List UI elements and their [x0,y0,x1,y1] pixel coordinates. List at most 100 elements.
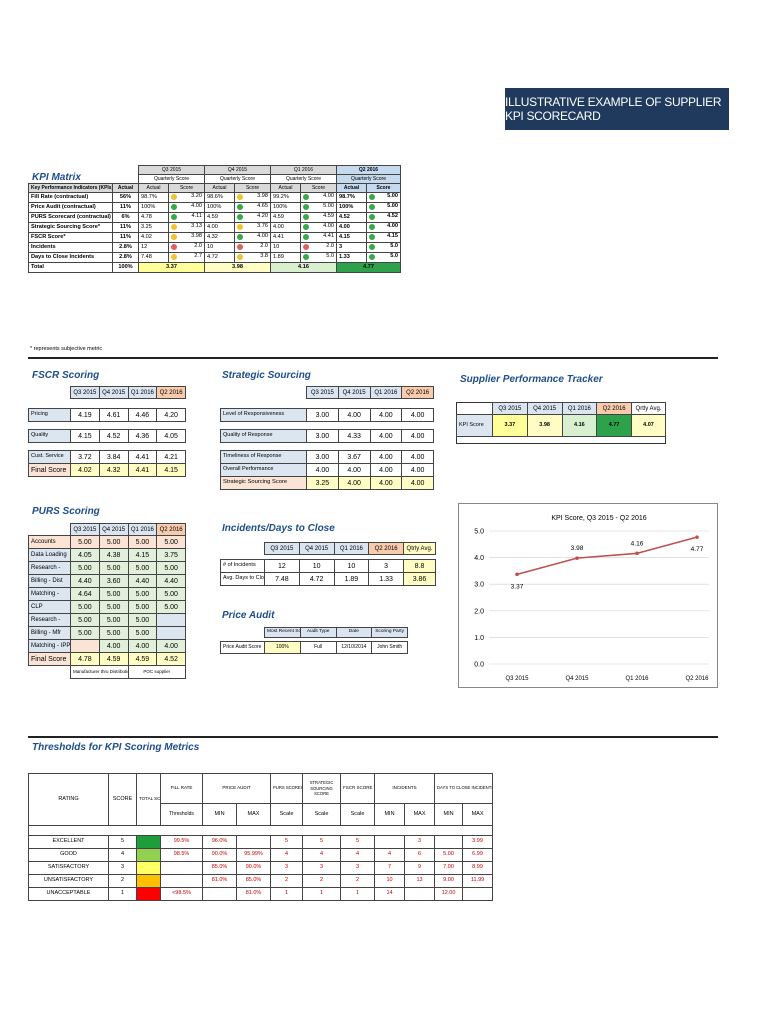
thr-strategic: 2 [302,874,342,888]
thr-price-min: 96.0% [202,835,237,849]
thr-inc-min: 14 [374,887,406,901]
kpi-score-cell: 4.00 [300,222,337,233]
kpi-score-value: 3.8 [260,252,268,259]
kpi-col-header: Actual [336,183,367,193]
kpi-score-value: 3.76 [257,222,268,229]
kpi-sub-header: Quarterly Score [138,174,205,184]
purs-row: Matching -4.64 5.00 5.00 5.00 [28,587,186,601]
thr-days-min [434,835,464,849]
thr-inc-max: 9 [404,861,436,875]
kpi-actual-cell: 10 [270,242,301,253]
thr-sub: MIN [434,803,464,826]
strategic-final-cell: 4.00 [337,476,371,490]
kpi-actual-cell: 100% [204,202,235,213]
kpi-score-value: 5.0 [390,242,398,249]
chart-data-label: 3.37 [511,583,524,590]
strategic-cell: 4.00 [369,463,403,477]
thr-days-min: 5.00 [434,848,464,862]
kpi-actual-cell: 99.2% [270,192,301,203]
kpi-col-header: Actual [138,183,169,193]
tracker-cell: 3.37 [492,414,528,437]
fscr-cell: 4.61 [98,408,129,422]
incidents-cell: 10 [333,559,370,573]
incidents-row-label: Avg. Days to Close [220,572,265,586]
purs-row: Matching - IPP 4.00 4.00 4.00 [28,639,186,653]
kpi-score-cell: 4.00 [300,192,337,203]
incidents-avg: 8.8 [403,559,436,573]
purs-row-label: Matching - [28,587,71,601]
kpi-score-cell: 3.8 [234,252,271,263]
kpi-actual-cell: 3.25 [138,222,169,233]
kpi-score-cell: 4.20 [234,212,271,223]
kpi-actual-cell: 98.7% [138,192,169,203]
strategic-cell: 4.00 [337,463,371,477]
kpi-actual-cell: 4.00 [270,222,301,233]
kpi-actual-cell: 4.00 [336,222,367,233]
purs-cell: 5.00 [98,613,129,627]
kpi-row-target: 11% [112,232,139,243]
purs-cell: 4.40 [156,574,186,588]
kpi-score-chart: KPI Score, Q3 2015 - Q2 2016 0.0 1.0 2.0 3.… [458,503,718,688]
status-indicator-icon [171,223,177,230]
kpi-score-cell: 2.0 [234,242,271,253]
kpi-score-cell: 3.98 [168,232,205,243]
kpi-matrix-title: KPI Matrix [32,172,81,183]
purs-cell: 5.00 [156,535,186,549]
purs-cell: 5.00 [156,600,186,614]
price-audit-cell: 12/10/2014 [335,641,373,654]
purs-row-label: Research - [28,561,71,575]
price-audit-cell: John Smith [371,641,408,654]
thr-sub: MIN [202,803,237,826]
price-audit-cell: Full [299,641,337,654]
kpi-score-value: 3.13 [191,222,202,229]
strategic-quarter-header: Q2 2016 [401,386,434,399]
kpi-row-label: Fill Rate (contractual) [28,192,113,203]
fscr-final-cell: 4.15 [156,463,186,477]
kpi-score-value: 5.00 [387,202,398,209]
strategic-cell: 4.00 [369,408,403,422]
kpi-score-cell: 3.13 [168,222,205,233]
purs-row: Data Loading 4.05 4.38 4.15 3.75 [28,548,186,562]
chart-y-tick-label: 4.0 [474,555,484,562]
purs-final-cell: 4.52 [156,652,186,666]
status-indicator-icon [237,233,243,240]
kpi-actual-cell: 4.78 [138,212,169,223]
thr-color-swatch [136,887,161,901]
thr-fscr: 3 [340,861,376,875]
threshold-row: EXCELLENT 5 99.5% 96.0% 5 5 5 3 3.99 [28,835,494,849]
incidents-cell: 1.33 [368,572,404,586]
thr-sub: MIN [374,803,406,826]
kpi-score-cell: 2.7 [168,252,205,263]
kpi-quarter-header: Q1 2016 [270,165,337,175]
divider [28,736,718,738]
strategic-cell: 3.00 [306,429,339,443]
fscr-table: Q3 2015 Q4 2015 Q1 2016 Q2 2016 Pricing … [28,386,186,477]
strategic-title: Strategic Sourcing [222,370,311,381]
fscr-row-label: Quality [28,429,71,443]
status-indicator-icon [171,243,177,250]
strategic-row-label: Overall Performance [220,463,307,477]
strategic-cell: 4.00 [401,429,434,443]
kpi-score-cell: 4.11 [168,212,205,223]
thr-purs: 4 [270,848,304,862]
status-indicator-icon [369,203,375,210]
price-audit-title: Price Audit [222,610,275,621]
chart-title: KPI Score, Q3 2015 - Q2 2016 [551,515,646,522]
purs-cell: 5.00 [98,600,129,614]
threshold-row: UNSATISFACTORY 2 81.0% 85.0% 2 2 2 10 13… [28,874,494,888]
kpi-quarter-header: Q2 2016 [336,165,401,175]
kpi-actual-cell: 4.32 [204,232,235,243]
purs-cell: 4.05 [70,548,100,562]
status-indicator-icon [237,193,243,200]
thr-header-fscr: FSCR SCORE [340,773,376,804]
kpi-sub-header: Quarterly Score [336,174,401,184]
purs-cell: 5.00 [98,535,129,549]
thr-score: 1 [108,887,137,901]
kpi-score-cell: 5.0 [300,252,337,263]
tracker-cell: 4.16 [561,414,598,437]
strategic-cell: 4.00 [337,408,371,422]
thr-header-days: DAYS TO CLOSE INCIDENTS [434,773,494,804]
fscr-cell: 4.41 [127,450,158,464]
strategic-quarter-header: Q4 2015 [337,386,371,399]
tracker-quarter-header: Q3 2015 [492,402,528,415]
